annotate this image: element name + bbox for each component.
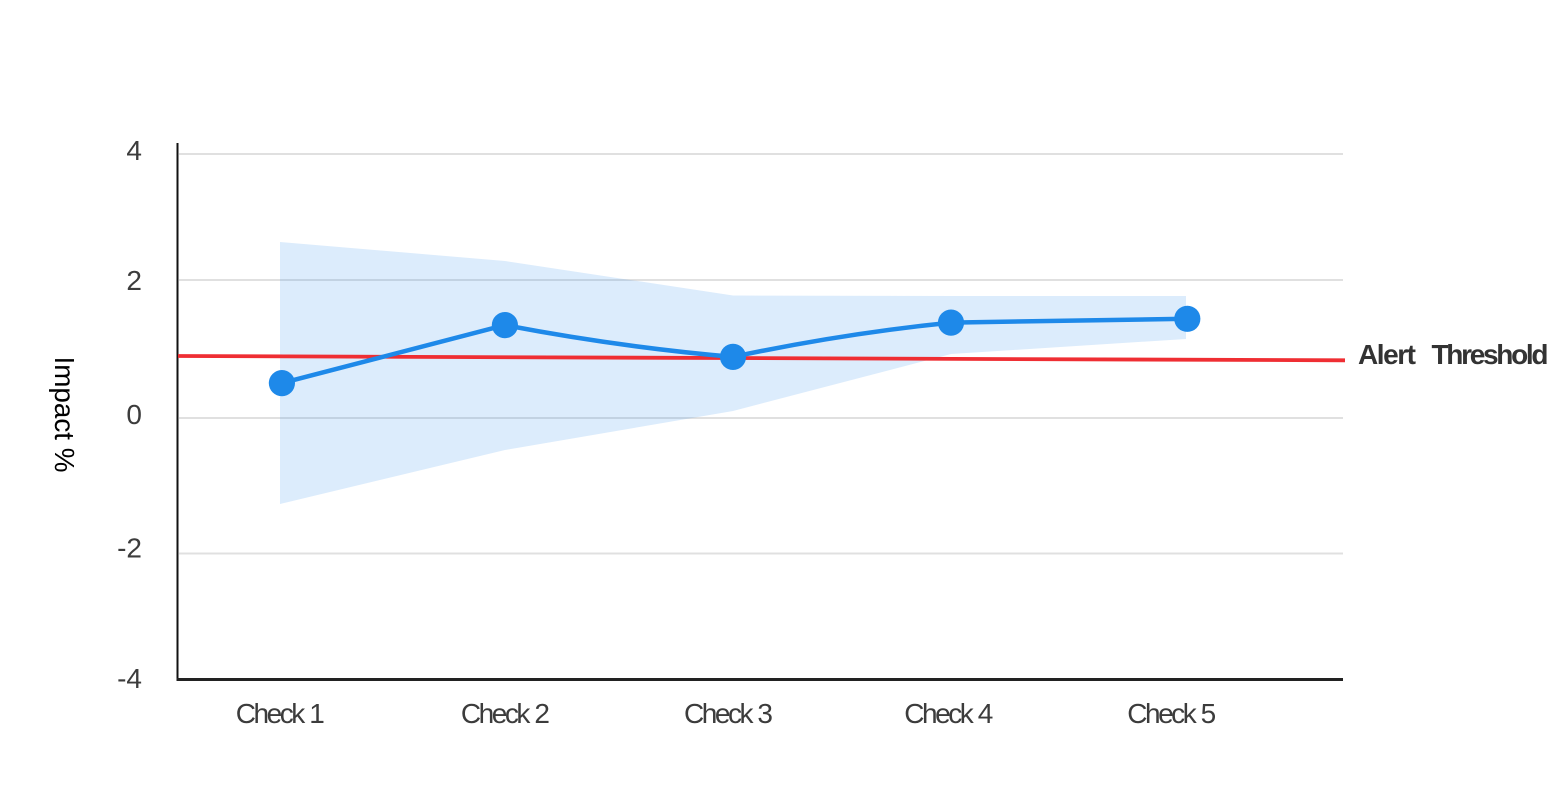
svg-text:4: 4 <box>126 135 142 166</box>
svg-text:2: 2 <box>126 265 142 296</box>
svg-text:Check: Check <box>461 698 532 729</box>
svg-text:1: 1 <box>309 698 325 729</box>
svg-text:Check: Check <box>1127 698 1198 729</box>
svg-text:Check: Check <box>904 698 975 729</box>
svg-text:-2: -2 <box>117 533 142 564</box>
svg-text:0: 0 <box>126 399 142 430</box>
svg-text:Impact %: Impact % <box>49 357 80 473</box>
svg-text:4: 4 <box>978 698 994 729</box>
svg-text:Check: Check <box>236 698 306 729</box>
svg-text:3: 3 <box>757 698 773 729</box>
svg-text:Alert: Alert <box>1358 339 1416 370</box>
svg-text:-4: -4 <box>117 663 142 694</box>
svg-text:5: 5 <box>1201 698 1217 729</box>
svg-text:Threshold: Threshold <box>1432 339 1549 370</box>
svg-text:2: 2 <box>534 698 550 729</box>
svg-text:Check: Check <box>684 698 755 729</box>
